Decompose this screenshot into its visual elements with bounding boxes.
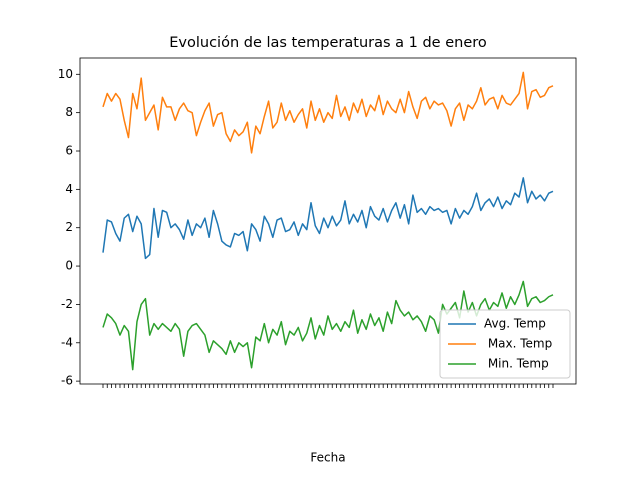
chart-title: Evolución de las temperaturas a 1 de ene… xyxy=(169,35,487,51)
legend-box xyxy=(439,309,571,379)
series-line xyxy=(102,71,554,154)
y-tick-label: 4 xyxy=(65,182,73,196)
series-line xyxy=(102,177,554,260)
y-tick-label: -2 xyxy=(61,297,73,311)
legend-label: Min. Temp xyxy=(484,357,549,371)
y-tick-label: 8 xyxy=(65,105,73,119)
y-tick-label: 2 xyxy=(65,220,73,234)
y-tick-label: -4 xyxy=(61,335,73,349)
x-axis-label: Fecha xyxy=(310,451,345,465)
y-tick-label: 6 xyxy=(65,144,73,158)
legend-label: Avg. Temp xyxy=(484,317,546,331)
plot-frame xyxy=(79,57,577,385)
legend-label: Max. Temp xyxy=(484,337,552,351)
y-tick-label: 0 xyxy=(65,259,73,273)
y-tick-label: -6 xyxy=(61,374,73,388)
y-tick-label: 10 xyxy=(58,67,73,81)
